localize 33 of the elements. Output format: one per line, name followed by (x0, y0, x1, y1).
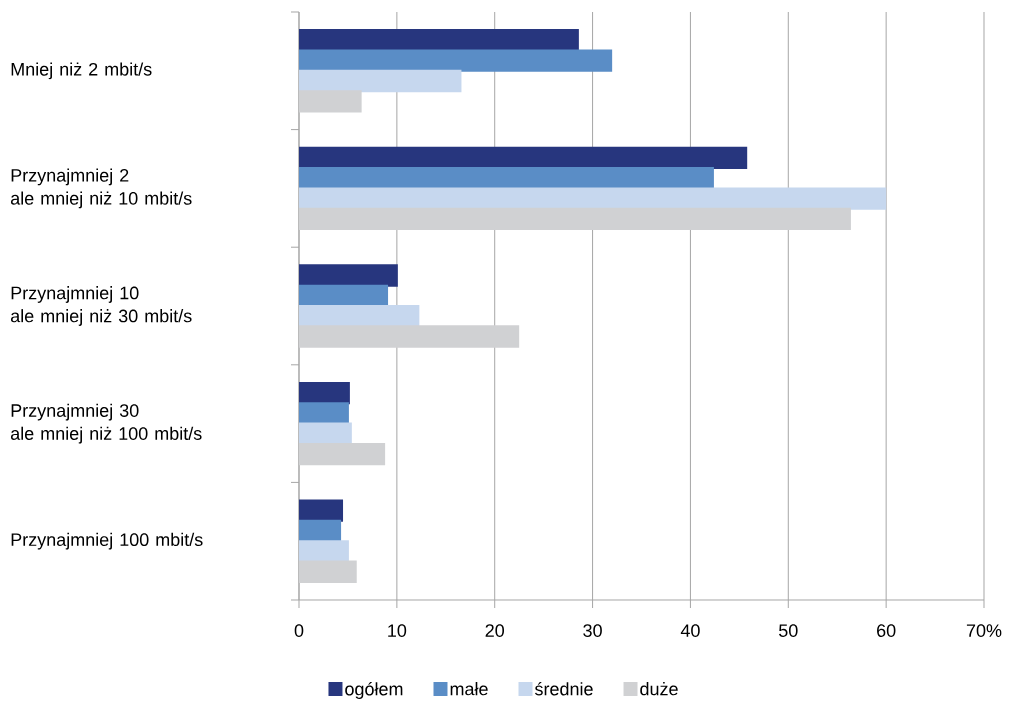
bar (299, 49, 613, 72)
bar (299, 560, 357, 583)
x-tick-label: 60 (877, 624, 896, 637)
x-tick-label: 0 (294, 624, 304, 637)
bar (299, 187, 887, 210)
x-tick-label: 10 (388, 624, 407, 637)
legend-label: duże (640, 682, 678, 696)
bar (299, 325, 520, 348)
x-tick-label: 30 (583, 624, 602, 637)
bar (299, 540, 349, 563)
bar (299, 499, 344, 522)
y-tick-label: Przynajmniej 10 ale mniej niż 30 mbit/s (10, 286, 192, 326)
y-tick-label: Mniej niż 2 mbit/s (11, 62, 152, 80)
y-tick-label: Przynajmniej 30 ale mniej niż 100 mbit/s (10, 403, 202, 444)
x-tick-label: 40 (680, 624, 700, 637)
bar (299, 381, 350, 405)
bar (299, 422, 352, 445)
y-tick-label: Przynajmniej 100 mbit/s (11, 532, 203, 550)
bar (299, 69, 462, 93)
x-tick-label: 50 (779, 624, 798, 637)
bar (299, 146, 748, 170)
bar (299, 402, 349, 425)
legend-label: małe (450, 682, 488, 696)
x-tick-label: 20 (485, 624, 505, 637)
bar (299, 442, 386, 466)
bar (299, 90, 362, 113)
x-tick-label: 70% (966, 624, 1002, 637)
bar (299, 207, 851, 231)
y-tick-label: Przynajmniej 2 ale mniej niż 10 mbit/s (10, 168, 192, 209)
bar (299, 167, 714, 190)
legend-label: średnie (534, 682, 593, 696)
bar (299, 264, 398, 287)
legend-label: ogółem (345, 682, 403, 699)
